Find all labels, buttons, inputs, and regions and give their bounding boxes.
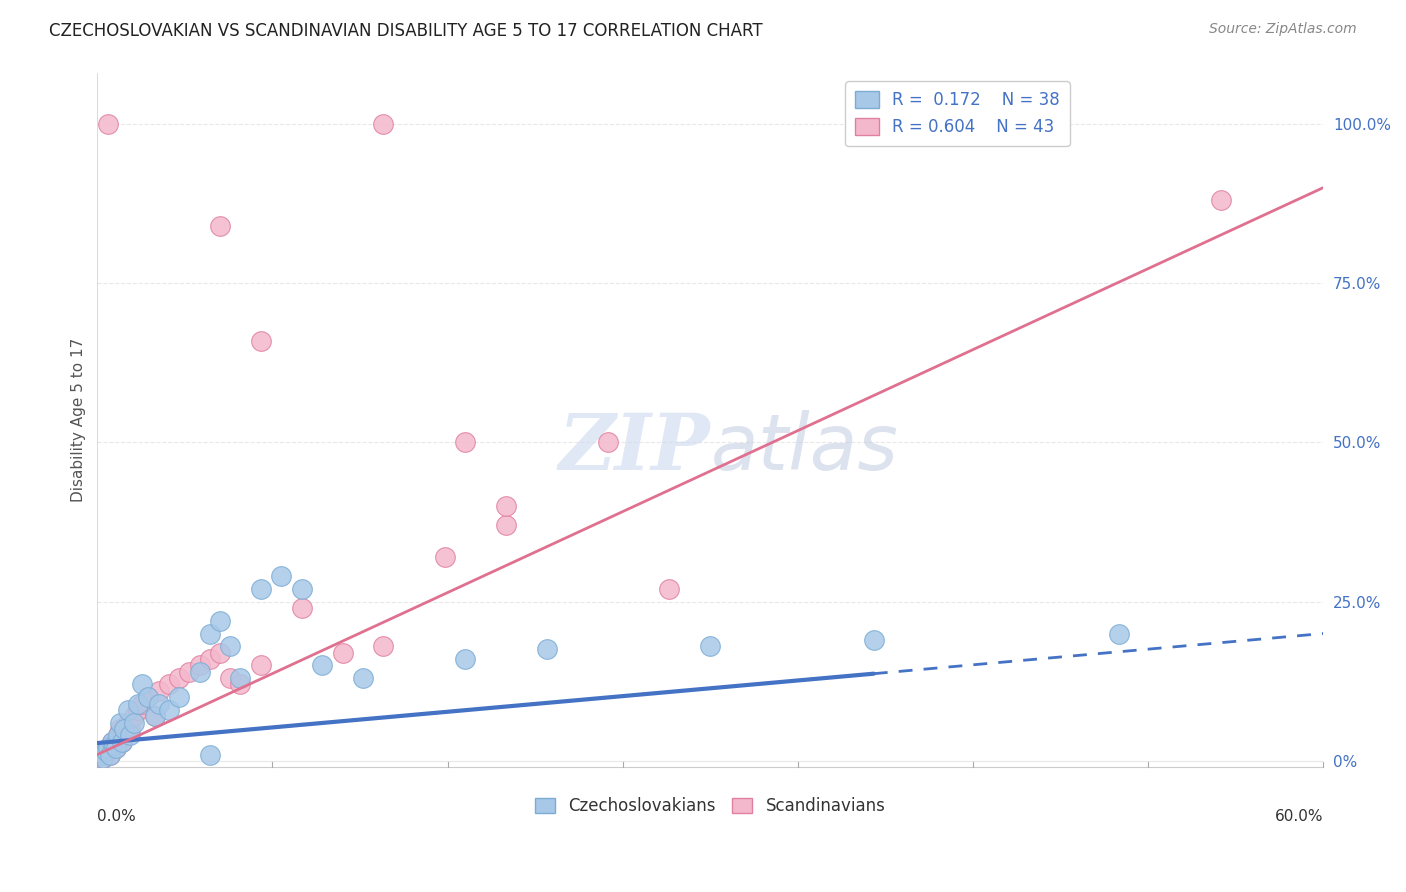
Point bbox=[131, 677, 153, 691]
Point bbox=[373, 639, 395, 653]
Point bbox=[117, 703, 139, 717]
Point bbox=[219, 639, 242, 653]
Point bbox=[311, 658, 333, 673]
Point bbox=[454, 435, 477, 450]
Point bbox=[433, 550, 456, 565]
Point bbox=[143, 709, 166, 723]
Point bbox=[495, 499, 517, 513]
Point bbox=[100, 735, 122, 749]
Legend: Czechoslovakians, Scandinavians: Czechoslovakians, Scandinavians bbox=[529, 790, 893, 822]
Point bbox=[148, 683, 170, 698]
Point bbox=[198, 652, 221, 666]
Point bbox=[131, 697, 153, 711]
Point bbox=[98, 747, 121, 762]
Point bbox=[143, 709, 166, 723]
Point bbox=[208, 219, 231, 233]
Point bbox=[699, 639, 721, 653]
Point bbox=[94, 744, 117, 758]
Point bbox=[249, 658, 271, 673]
Point bbox=[97, 741, 120, 756]
Point bbox=[167, 671, 190, 685]
Point bbox=[108, 722, 131, 736]
Point bbox=[118, 728, 141, 742]
Point bbox=[138, 690, 160, 705]
Point bbox=[229, 677, 252, 691]
Point bbox=[93, 750, 115, 764]
Point bbox=[332, 646, 354, 660]
Point bbox=[103, 738, 125, 752]
Point bbox=[112, 722, 135, 736]
Y-axis label: Disability Age 5 to 17: Disability Age 5 to 17 bbox=[72, 338, 86, 502]
Point bbox=[122, 715, 145, 730]
Point bbox=[148, 697, 170, 711]
Point bbox=[111, 735, 134, 749]
Point bbox=[167, 690, 190, 705]
Point bbox=[219, 671, 242, 685]
Point bbox=[127, 697, 149, 711]
Point bbox=[103, 738, 125, 752]
Point bbox=[536, 642, 558, 657]
Point bbox=[112, 728, 135, 742]
Point bbox=[93, 750, 115, 764]
Point bbox=[658, 582, 681, 596]
Point bbox=[208, 646, 231, 660]
Point bbox=[104, 741, 127, 756]
Point bbox=[94, 744, 117, 758]
Text: ZIP: ZIP bbox=[558, 409, 710, 486]
Point bbox=[495, 518, 517, 533]
Point bbox=[90, 747, 112, 762]
Point bbox=[138, 690, 160, 705]
Point bbox=[100, 735, 122, 749]
Point bbox=[107, 728, 129, 742]
Point bbox=[1211, 194, 1233, 208]
Point bbox=[108, 715, 131, 730]
Text: Source: ZipAtlas.com: Source: ZipAtlas.com bbox=[1209, 22, 1357, 37]
Point bbox=[188, 665, 211, 679]
Point bbox=[157, 677, 180, 691]
Point bbox=[270, 569, 292, 583]
Point bbox=[862, 632, 884, 647]
Point bbox=[229, 671, 252, 685]
Point bbox=[118, 722, 141, 736]
Point bbox=[98, 747, 121, 762]
Point bbox=[1108, 626, 1130, 640]
Point bbox=[249, 582, 271, 596]
Point bbox=[598, 435, 620, 450]
Text: CZECHOSLOVAKIAN VS SCANDINAVIAN DISABILITY AGE 5 TO 17 CORRELATION CHART: CZECHOSLOVAKIAN VS SCANDINAVIAN DISABILI… bbox=[49, 22, 763, 40]
Point bbox=[249, 334, 271, 348]
Point bbox=[179, 665, 201, 679]
Point bbox=[157, 703, 180, 717]
Point bbox=[352, 671, 374, 685]
Point bbox=[97, 117, 120, 131]
Point bbox=[104, 741, 127, 756]
Point bbox=[188, 658, 211, 673]
Point bbox=[107, 728, 129, 742]
Point bbox=[291, 582, 314, 596]
Point bbox=[198, 747, 221, 762]
Point bbox=[117, 715, 139, 730]
Text: atlas: atlas bbox=[710, 410, 898, 486]
Point bbox=[97, 741, 120, 756]
Text: 60.0%: 60.0% bbox=[1275, 809, 1323, 824]
Point bbox=[198, 626, 221, 640]
Point bbox=[454, 652, 477, 666]
Point bbox=[90, 747, 112, 762]
Point bbox=[291, 601, 314, 615]
Point bbox=[208, 614, 231, 628]
Text: 0.0%: 0.0% bbox=[97, 809, 136, 824]
Point bbox=[122, 709, 145, 723]
Point bbox=[111, 735, 134, 749]
Point bbox=[127, 703, 149, 717]
Point bbox=[373, 117, 395, 131]
